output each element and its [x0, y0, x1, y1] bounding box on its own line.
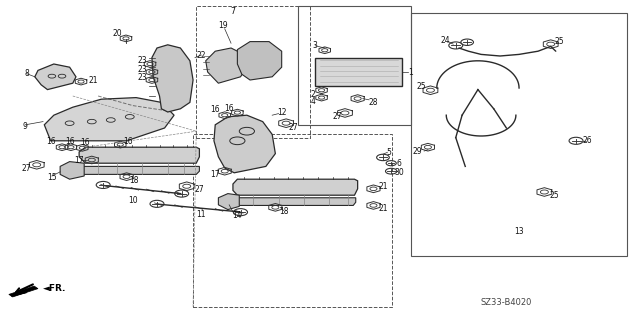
- Bar: [196, 6, 310, 138]
- Text: 20: 20: [112, 29, 122, 38]
- Polygon shape: [44, 98, 174, 141]
- Text: 18: 18: [129, 176, 139, 185]
- Text: 18: 18: [279, 207, 289, 216]
- Polygon shape: [214, 115, 275, 173]
- Text: 17: 17: [74, 156, 84, 164]
- Polygon shape: [206, 48, 247, 83]
- Text: 29: 29: [413, 147, 423, 156]
- Text: 23: 23: [137, 56, 147, 65]
- Text: SZ33-B4020: SZ33-B4020: [480, 298, 532, 307]
- Text: 8: 8: [24, 69, 29, 78]
- Text: 15: 15: [47, 173, 57, 182]
- Text: 27: 27: [194, 185, 204, 194]
- Text: 14: 14: [232, 212, 242, 220]
- Text: 13: 13: [514, 227, 524, 236]
- Polygon shape: [11, 289, 30, 296]
- Text: 22: 22: [196, 51, 206, 60]
- Polygon shape: [315, 58, 402, 86]
- Text: 27: 27: [332, 112, 342, 121]
- Polygon shape: [234, 198, 356, 205]
- Text: ◄FR.: ◄FR.: [43, 284, 66, 293]
- Text: 16: 16: [46, 137, 56, 146]
- Polygon shape: [218, 194, 239, 210]
- Text: 19: 19: [218, 21, 229, 30]
- Text: 10: 10: [128, 196, 138, 205]
- Polygon shape: [237, 42, 282, 80]
- Text: 27: 27: [22, 164, 32, 173]
- Polygon shape: [79, 147, 199, 163]
- Text: 25: 25: [555, 37, 565, 46]
- Text: 23: 23: [137, 65, 147, 74]
- Text: 4: 4: [311, 97, 316, 106]
- Text: 2: 2: [311, 90, 316, 99]
- Text: 25: 25: [416, 82, 426, 91]
- Text: 16: 16: [210, 105, 220, 114]
- Polygon shape: [9, 286, 38, 297]
- Text: 23: 23: [137, 73, 147, 82]
- Text: 16: 16: [65, 137, 75, 146]
- Text: 16: 16: [80, 138, 91, 147]
- Polygon shape: [77, 166, 199, 174]
- Polygon shape: [35, 64, 76, 90]
- Polygon shape: [60, 162, 84, 179]
- Text: 11: 11: [196, 210, 206, 219]
- Text: 30: 30: [394, 168, 404, 177]
- Text: 6: 6: [396, 159, 401, 168]
- Text: 16: 16: [123, 137, 133, 146]
- Text: 21: 21: [378, 182, 388, 191]
- Text: 21: 21: [89, 76, 99, 85]
- Text: 24: 24: [441, 36, 451, 45]
- Text: 9: 9: [23, 122, 28, 131]
- Polygon shape: [152, 45, 193, 112]
- Text: 27: 27: [288, 123, 298, 132]
- Text: 5: 5: [387, 148, 392, 156]
- Text: 7: 7: [230, 7, 235, 16]
- Text: 12: 12: [277, 108, 287, 117]
- Text: 26: 26: [582, 136, 592, 145]
- Bar: [298, 6, 411, 125]
- Bar: [411, 13, 627, 256]
- Text: 16: 16: [224, 104, 234, 113]
- Text: 21: 21: [378, 204, 388, 213]
- Text: 17: 17: [210, 170, 220, 179]
- Text: 28: 28: [368, 98, 379, 107]
- Text: 3: 3: [313, 41, 318, 50]
- Text: 25: 25: [549, 191, 559, 200]
- Bar: [193, 134, 392, 307]
- Polygon shape: [233, 179, 358, 195]
- Text: 1: 1: [408, 68, 413, 76]
